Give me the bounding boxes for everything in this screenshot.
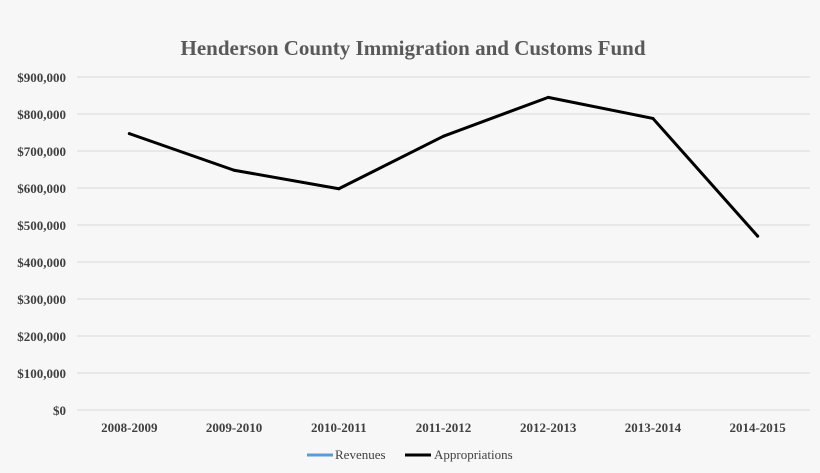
x-axis-ticks: 2008-2009 2009-2010 2010-2011 2011-2012 2012… [101,420,786,435]
y-tick-label: $100,000 [17,366,66,381]
y-tick-label: $300,000 [17,292,66,307]
x-tick-label: 2010-2011 [311,420,367,435]
y-tick-label: $400,000 [17,255,66,270]
x-tick-label: 2011-2012 [416,420,472,435]
y-tick-label: $600,000 [17,181,66,196]
data-point [756,234,760,238]
chart-title: Henderson County Immigration and Customs… [181,36,646,60]
x-tick-label: 2013-2014 [625,420,682,435]
data-point [127,132,131,136]
x-tick-label: 2012-2013 [520,420,577,435]
y-tick-label: $800,000 [17,107,66,122]
x-tick-label: 2014-2015 [729,420,786,435]
y-tick-label: $500,000 [17,218,66,233]
data-point [337,187,341,191]
data-point [442,134,445,138]
data-point [546,95,550,99]
y-tick-label: $0 [53,403,66,418]
series-lines [127,95,760,238]
y-tick-label: $900,000 [17,70,66,85]
legend-label-revenues: Revenues [335,447,386,462]
legend: Revenues Appropriations [307,447,513,462]
data-point [651,116,655,120]
x-tick-label: 2008-2009 [101,420,158,435]
legend-label-appropriations: Appropriations [434,447,513,462]
x-tick-label: 2009-2010 [206,420,262,435]
series-line-appropriations [127,95,760,238]
y-axis-ticks: $0 $100,000 $200,000 $300,000 $400,000 $500,0… [17,70,66,418]
data-point [232,168,236,172]
gridlines [77,76,810,411]
y-tick-label: $700,000 [17,144,66,159]
y-tick-label: $200,000 [17,329,66,344]
